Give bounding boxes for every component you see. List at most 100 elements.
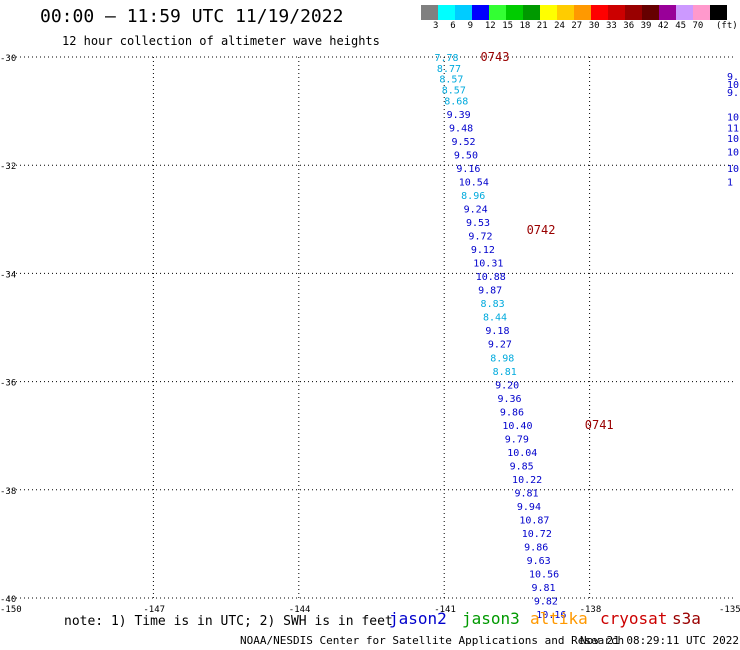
color-scale-tick-label: 15 xyxy=(502,21,514,31)
wave-height-label: 9.87 xyxy=(478,286,502,297)
color-scale-tick-label: 30 xyxy=(588,21,600,31)
pass-time-label: 0743 xyxy=(481,50,510,64)
color-scale-tick-label: 45 xyxy=(675,21,687,31)
wave-height-label: 9.72 xyxy=(468,232,492,243)
footnote: note: 1) Time is in UTC; 2) SWH is in fe… xyxy=(64,614,393,629)
wave-height-label-edge: 10 xyxy=(727,164,739,175)
color-scale-swatch xyxy=(489,5,506,20)
color-scale-bar xyxy=(421,5,727,21)
wave-height-label: 9.50 xyxy=(454,150,478,161)
color-scale-tick-label: 21 xyxy=(536,21,548,31)
wave-height-label: 9.53 xyxy=(466,218,490,229)
y-tick-label: -34 xyxy=(0,270,16,280)
wave-height-label: 9.18 xyxy=(485,326,509,337)
wave-height-label: 9.94 xyxy=(517,502,541,513)
wave-height-label: 8.44 xyxy=(483,313,507,324)
color-scale-tick-label: 3 xyxy=(433,21,439,31)
wave-height-label: 7.78 xyxy=(435,53,459,64)
color-scale-tick-label: 39 xyxy=(640,21,652,31)
color-scale-swatch xyxy=(557,5,574,20)
color-scale-swatch xyxy=(642,5,659,20)
wave-height-label: 9.81 xyxy=(531,583,555,594)
wave-height-label: 10.22 xyxy=(512,475,542,486)
wave-height-label: 9.79 xyxy=(505,434,529,445)
color-scale-swatch xyxy=(574,5,591,20)
wave-height-label: 10.04 xyxy=(507,448,537,459)
wave-height-label: 9.82 xyxy=(534,597,558,608)
wave-height-label: 9.85 xyxy=(510,461,534,472)
wave-height-label-edge: 10 xyxy=(727,148,739,159)
color-scale-swatch xyxy=(421,5,438,20)
wave-height-label: 9.39 xyxy=(447,110,471,121)
color-scale-swatch xyxy=(608,5,625,20)
wave-height-label: 8.96 xyxy=(461,191,485,202)
wave-height-label: 10.88 xyxy=(476,272,506,283)
color-scale-tick-label: 24 xyxy=(554,21,565,31)
color-scale-swatch xyxy=(455,5,472,20)
mission-label-s3a: s3a xyxy=(672,609,701,628)
chart-title: 00:00 – 11:59 UTC 11/19/2022 xyxy=(40,6,344,27)
x-tick-label: -141 xyxy=(434,605,456,615)
y-tick-label: -32 xyxy=(0,162,16,172)
wave-height-label: 9.52 xyxy=(451,137,475,148)
color-scale-swatch xyxy=(710,5,727,20)
color-scale-tick-label: 33 xyxy=(606,21,617,31)
pass-time-label: 0742 xyxy=(527,223,556,237)
wave-height-label: 10.31 xyxy=(473,259,503,270)
wave-height-label: 9.36 xyxy=(498,394,522,405)
wave-height-label-edge: 9. xyxy=(727,88,739,99)
y-tick-label: -38 xyxy=(0,487,16,497)
pass-time-label: 0741 xyxy=(585,418,614,432)
color-scale-swatch xyxy=(625,5,642,20)
wave-height-label-edge: 10 xyxy=(727,134,739,145)
wave-height-label: 10.16 xyxy=(536,610,566,621)
mission-label-cryosat: cryosat xyxy=(600,609,668,628)
generated-timestamp: Nov 21 08:29:11 UTC 2022 xyxy=(580,634,739,647)
x-tick-label: -135 xyxy=(719,605,740,615)
color-scale-tick-label: 27 xyxy=(571,21,583,31)
color-scale-tick-label: 36 xyxy=(623,21,635,31)
mission-label-jason3: jason3 xyxy=(462,609,520,628)
wave-height-label: 8.57 xyxy=(442,85,466,96)
color-scale-swatch xyxy=(472,5,489,20)
y-tick-label: -36 xyxy=(0,379,16,389)
wave-height-label: 10.87 xyxy=(519,516,549,527)
wave-height-label-edge: 1 xyxy=(727,177,733,188)
color-scale-swatch xyxy=(506,5,523,20)
color-scale-tick-label: 9 xyxy=(467,21,474,31)
y-tick-label: -40 xyxy=(0,595,16,605)
wave-height-label: 10.40 xyxy=(502,421,532,432)
x-tick-label: -144 xyxy=(289,605,311,615)
wave-height-label: 10.56 xyxy=(529,570,559,581)
mission-label-jason2: jason2 xyxy=(389,609,447,628)
wave-height-label-edge: 10 xyxy=(727,80,739,91)
color-scale-swatch xyxy=(693,5,710,20)
color-scale-unit: (ft) xyxy=(716,21,738,31)
color-scale-swatch xyxy=(676,5,693,20)
wave-height-label: 9.20 xyxy=(495,380,519,391)
credit-line: NOAA/NESDIS Center for Satellite Applica… xyxy=(240,634,625,647)
color-scale-tick-label: 6 xyxy=(450,21,456,31)
color-scale-tick-label: 42 xyxy=(657,21,669,31)
x-tick-label: -150 xyxy=(0,605,22,615)
wave-height-label: 9.12 xyxy=(471,245,495,256)
wave-height-label: 9.86 xyxy=(524,543,548,554)
color-scale-swatch xyxy=(438,5,455,20)
wave-height-label-edge: 11 xyxy=(727,123,739,134)
wave-height-label: 9.86 xyxy=(500,407,524,418)
wave-height-label-edge: 9. xyxy=(727,72,739,83)
color-scale-swatch xyxy=(659,5,676,20)
wave-height-label: 9.63 xyxy=(527,556,551,567)
wave-height-label: 8.68 xyxy=(444,96,468,107)
wave-height-label: 8.83 xyxy=(481,299,505,310)
wave-height-label: 8.98 xyxy=(490,353,514,364)
mission-label-altika: altika xyxy=(530,609,588,628)
color-scale-swatch xyxy=(591,5,608,20)
wave-height-label: 9.27 xyxy=(488,340,512,351)
color-scale-tick-label: 70 xyxy=(692,21,704,31)
x-tick-label: -147 xyxy=(143,605,165,615)
wave-height-label: 9.48 xyxy=(449,123,473,134)
color-scale-tick-label: 18 xyxy=(519,21,531,31)
color-scale-tick-label: 12 xyxy=(484,21,496,31)
